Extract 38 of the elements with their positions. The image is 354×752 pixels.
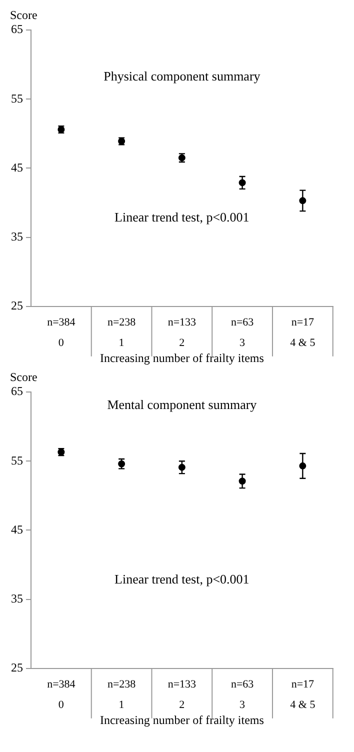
text: Physical component summary xyxy=(104,68,261,84)
x-tick-label: 2 xyxy=(179,698,185,711)
x-tick-label: 1 xyxy=(118,698,124,711)
y-tick-label: 55 xyxy=(11,91,23,106)
x-tick-label: 3 xyxy=(240,698,246,711)
chart-title: Mental component summary xyxy=(107,397,258,412)
y-axis-title: Score xyxy=(10,370,38,384)
x-tick-label: 2 xyxy=(179,336,185,349)
y-tick-label: 25 xyxy=(11,298,23,313)
text: n=384 xyxy=(47,678,76,690)
y-tick-label: 65 xyxy=(11,22,23,36)
y-tick-label: 65 xyxy=(11,384,23,398)
text: n=384 xyxy=(47,316,76,328)
text: n=17 xyxy=(291,678,315,690)
x-tick-label: 4 & 5 xyxy=(290,336,316,349)
x-axis-title: Increasing number of frailty items xyxy=(100,712,264,727)
x-tick-label: 1 xyxy=(118,336,124,349)
text: n=63 xyxy=(230,678,254,690)
x-tick-label: 0 xyxy=(58,336,64,349)
annotation: Linear trend test, p<0.001 xyxy=(114,209,250,224)
y-tick-label: 35 xyxy=(11,591,23,606)
text: n=63 xyxy=(230,316,254,328)
annotation: Linear trend test, p<0.001 xyxy=(114,571,250,586)
y-axis-title: Score xyxy=(10,8,38,22)
x-axis-title: Increasing number of frailty items xyxy=(100,350,264,365)
y-tick-label: 35 xyxy=(11,229,23,244)
y-tick-label: 45 xyxy=(11,522,23,536)
text: n=17 xyxy=(291,316,315,328)
text: n=238 xyxy=(107,316,136,328)
x-tick-label: 0 xyxy=(58,698,64,711)
y-tick-label: 55 xyxy=(11,453,23,468)
y-tick-label: 45 xyxy=(11,160,23,174)
y-tick-label: 25 xyxy=(11,660,23,675)
x-tick-label: 3 xyxy=(240,336,246,349)
text: n=133 xyxy=(168,678,197,690)
text: n=133 xyxy=(168,316,197,328)
text: n=238 xyxy=(107,678,136,690)
x-tick-label: 4 & 5 xyxy=(290,698,316,711)
